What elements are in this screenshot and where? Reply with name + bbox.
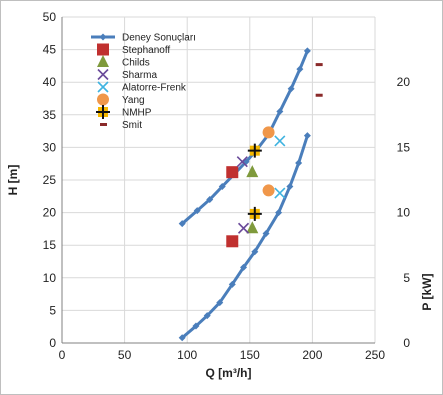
data-point-p (262, 229, 270, 237)
legend-swatch-smit (100, 123, 107, 126)
marker-smit-p (315, 93, 323, 97)
x-tick-label: 150 (240, 348, 260, 362)
y-tick-label: 35 (43, 108, 57, 122)
data-point-p (295, 159, 303, 167)
x-tick-label: 100 (177, 348, 197, 362)
y2-tick-label: 10 (397, 206, 411, 220)
legend-swatch-sharma (97, 68, 109, 81)
data-point-h (303, 47, 311, 55)
data-point-h (178, 220, 186, 228)
data-point-h (287, 85, 295, 93)
data-point-p (286, 183, 294, 191)
data-point-h (206, 196, 214, 204)
legend-label: Deney Sonuçları (122, 33, 196, 44)
y-tick-label: 20 (43, 206, 57, 220)
y-tick-label: 15 (43, 238, 57, 252)
legend-swatch-yang (97, 93, 109, 106)
data-point-p (275, 209, 283, 217)
marker-sharma-h (236, 156, 248, 168)
legend-label: NMHP (122, 108, 152, 119)
y-tick-label: 0 (49, 336, 56, 350)
legend-swatch-nmhp-cross (96, 105, 110, 119)
legend-label: Stephanoff (122, 45, 170, 56)
legend-label: Yang (122, 95, 145, 106)
legend-label: Alatorre-Frenk (122, 83, 187, 94)
marker-stephanoff-p (226, 235, 239, 248)
marker-yang-h (262, 126, 275, 139)
marker-stephanoff-h (226, 166, 239, 179)
y-tick-label: 25 (43, 173, 57, 187)
data-point-p (240, 263, 248, 271)
marker-alatorre-frenk-p (274, 187, 286, 199)
data-point-h (193, 207, 201, 215)
legend-swatch-alatorre-frenk (97, 81, 109, 93)
data-point-p (303, 132, 311, 140)
y-tick-label: 5 (49, 303, 56, 317)
y-tick-label: 10 (43, 271, 57, 285)
legend-label: Sharma (122, 70, 157, 81)
x-axis-title: Q [m³/h] (206, 366, 252, 380)
data-point-p (178, 334, 186, 342)
data-point-p (228, 280, 236, 288)
data-point-p (251, 248, 259, 256)
y2-tick-label: 20 (397, 75, 411, 89)
y2-tick-label: 15 (397, 140, 411, 154)
marker-smit-h (315, 63, 323, 67)
y2-tick-label: 0 (403, 336, 410, 350)
marker-sharma-p (237, 222, 250, 234)
y-tick-label: 40 (43, 75, 57, 89)
legend-label: Smit (122, 120, 142, 131)
grid (61, 16, 376, 344)
legend-swatch-childs (97, 55, 109, 67)
series-line-h (181, 50, 309, 225)
marker-childs-p (246, 221, 259, 234)
y-tick-label: 50 (43, 10, 57, 24)
data-point-p (192, 322, 200, 330)
data-point-h (296, 65, 304, 73)
x-tick-label: 50 (118, 348, 132, 362)
data-point-h (218, 183, 226, 191)
x-tick-label: 250 (365, 348, 385, 362)
marker-yang-p (262, 184, 275, 197)
marker-childs-h (246, 165, 259, 178)
series-line-p (181, 135, 309, 339)
data-point-p (216, 299, 224, 307)
marker-alatorre-frenk-h (274, 135, 286, 147)
legend-swatch-stephanoff (97, 43, 109, 56)
data-point-h (276, 108, 284, 116)
legend-swatch-deney-sonu-lar- (99, 33, 107, 41)
marker-nmhp-h-cross (247, 143, 262, 158)
x-tick-label: 200 (302, 348, 322, 362)
y2-tick-label: 5 (403, 271, 410, 285)
y-axis-title: H [m] (6, 165, 20, 196)
x-tick-label: 0 (59, 348, 66, 362)
y-tick-label: 30 (43, 140, 57, 154)
legend-label: Childs (122, 58, 150, 69)
y-tick-label: 45 (43, 43, 57, 57)
marker-nmhp-p-cross (247, 206, 262, 221)
y2-axis-title: P [kW] (420, 273, 434, 310)
data-point-p (203, 312, 211, 320)
